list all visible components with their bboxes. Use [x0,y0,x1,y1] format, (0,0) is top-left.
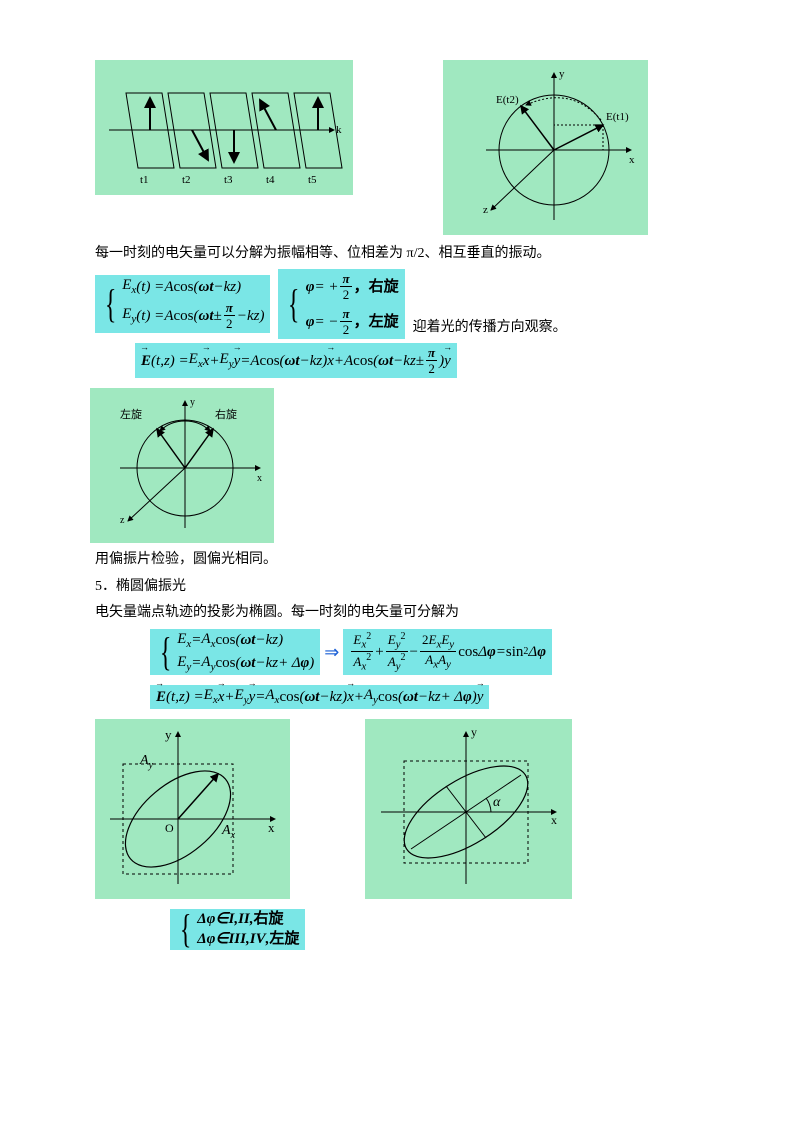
eq-ellipse-result: Ex2Ax2 + Ey2Ay2 − 2ExEyAxAy cosΔφ = sin2… [343,629,552,676]
section-5-heading: 5．椭圆偏振光 [95,576,705,598]
eq-e-full-circular: E(t,z) = Exx + Eyy = Acos(ωt − kz)x + Ac… [135,343,705,378]
eq-quadrant-handedness: { Δφ ∈ I, II, 右旋 Δφ ∈ III, IV, 左旋 [170,909,705,950]
top-diagram-row: k t1 t2 t3 t4 [95,60,705,235]
eq-row-circular: { Ex(t) = Acos(ωt − kz) Ey(t) = Acos(ωt … [95,269,705,339]
eq-row-ellipse: { Ex = Axcos(ωt − kz) Ey = Aycos(ωt − kz… [150,629,705,676]
eq-ellipse-components: { Ex = Axcos(ωt − kz) Ey = Aycos(ωt − kz… [150,629,320,675]
svg-text:x: x [257,473,262,484]
diagram-circle-et: y x z E(t1) E(t2) [443,60,648,235]
diagram-circle-lr: y x z 左旋 右旋 [90,388,274,543]
paragraph-decompose: 每一时刻的电矢量可以分解为振幅相等、位相差为 π/2、相互垂直的振动。 [95,243,705,265]
ellipse-diagram-row: x y Ay Ax O x y α [95,719,705,899]
diagram-ellipse-b: x y α [365,719,572,899]
paragraph-polarizer: 用偏振片检验，圆偏光相同。 [95,549,705,571]
svg-text:x: x [551,813,557,827]
diagram-ellipse-a: x y Ay Ax O [95,719,290,899]
svg-text:z: z [483,204,488,216]
text-observe-direction: 迎着光的传播方向观察。 [413,317,567,339]
svg-text:E(t1): E(t1) [606,111,629,123]
svg-text:t4: t4 [266,174,275,186]
svg-text:t5: t5 [308,174,317,186]
svg-text:右旋: 右旋 [215,407,237,421]
eq-e-full-ellipse: E(t,z) = Exx + Eyy = Axcos(ωt − kz)x + A… [150,685,705,708]
svg-text:Ay: Ay [139,753,154,771]
svg-text:E(t2): E(t2) [496,94,519,106]
svg-text:x: x [268,820,275,835]
svg-text:z: z [120,515,125,526]
svg-text:t2: t2 [182,174,191,186]
arrow-implies: ⇒ [324,638,339,667]
diagram-planes: k t1 t2 t3 t4 [95,60,353,195]
svg-text:x: x [629,154,635,166]
svg-text:t1: t1 [140,174,149,186]
eq-phi-handedness: { φ = +π2，右旋 φ = −π2，左旋 [278,269,404,339]
svg-text:左旋: 左旋 [120,407,142,421]
svg-text:t3: t3 [224,174,233,186]
svg-text:y: y [471,725,477,739]
svg-text:y: y [165,727,172,742]
svg-text:y: y [559,68,565,80]
paragraph-ellipse-intro: 电矢量端点轨迹的投影为椭圆。每一时刻的电矢量可分解为 [95,602,705,624]
svg-text:O: O [165,821,174,835]
svg-text:y: y [190,397,195,408]
eq-circular-components: { Ex(t) = Acos(ωt − kz) Ey(t) = Acos(ωt … [95,275,270,333]
svg-text:α: α [493,795,501,810]
svg-text:Ax: Ax [221,823,236,841]
